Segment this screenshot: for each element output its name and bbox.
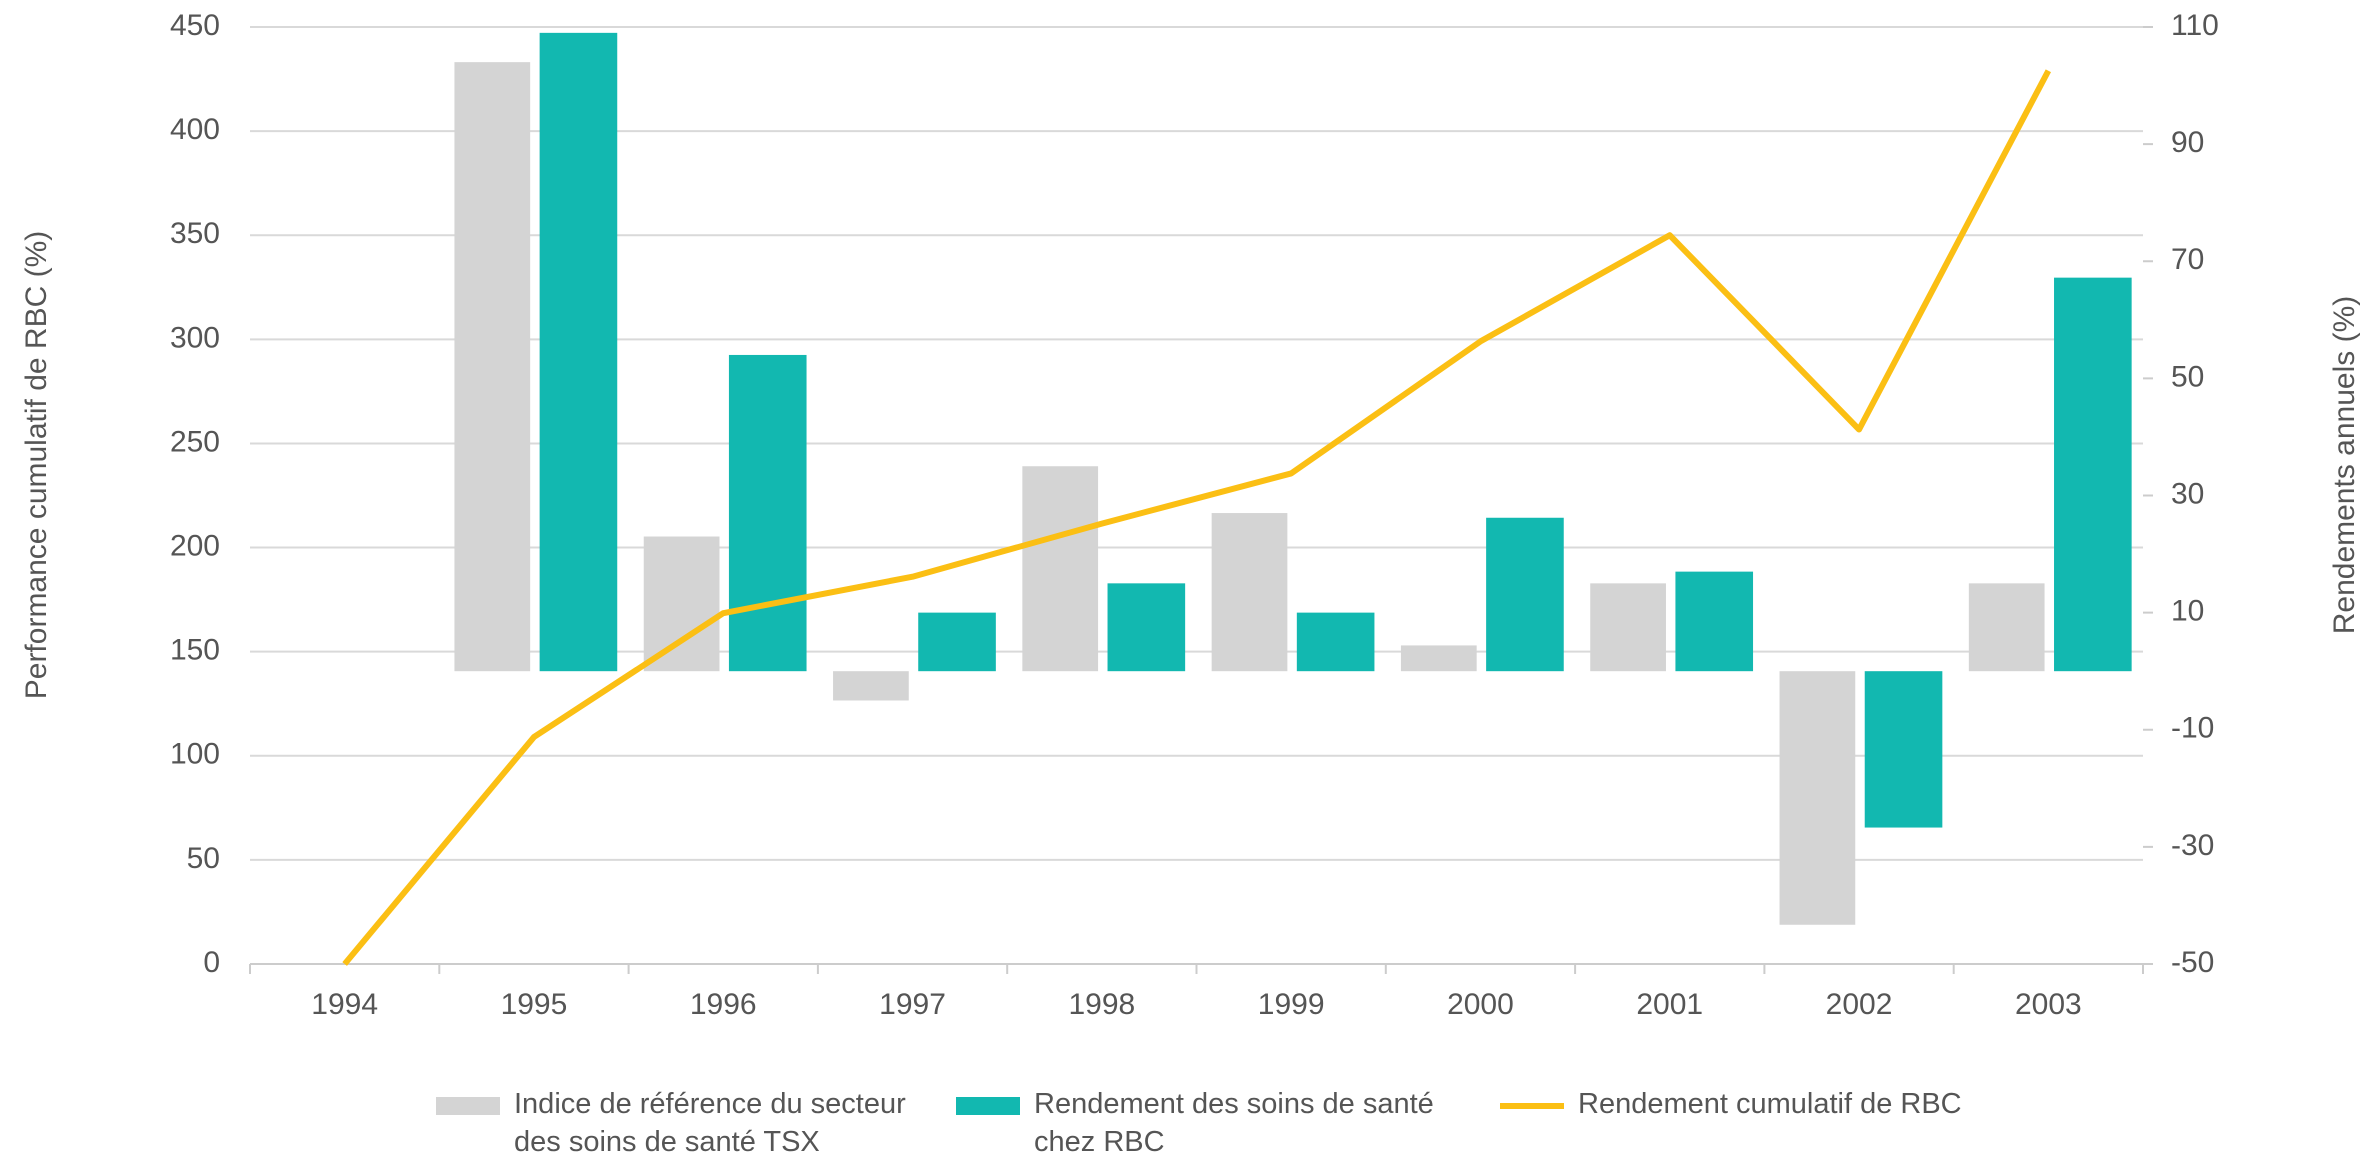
y-tick-label: 400 [170,113,220,146]
x-tick-label: 1998 [1068,988,1135,1021]
y-tick-label: 300 [170,321,220,354]
bar [2054,277,2132,672]
bar [1296,612,1375,672]
y2-tick-label: 10 [2171,595,2204,628]
legend-label: Rendement des soins de santé chez RBC [1034,1088,1434,1158]
y2-axis-title: Rendements annuels (%) [2328,296,2361,635]
x-tick-label: 2002 [1826,988,1893,1021]
bar [1400,645,1477,672]
y-tick-label: 200 [170,529,220,562]
x-tick-label: 2000 [1447,988,1514,1021]
y-tick-label: 150 [170,634,220,667]
legend-swatch [956,1097,1020,1115]
x-tick-label: 1997 [879,988,946,1021]
legend-label: Indice de référence du secteur des soins… [514,1088,906,1158]
bar [643,536,720,672]
legend-item: Rendement des soins de santé chez RBC [956,1085,1434,1161]
x-tick-label: 2003 [2015,988,2082,1021]
y2-tick-label: 110 [2171,9,2219,42]
legend-label: Rendement cumulatif de RBC [1578,1088,1962,1120]
bar [1211,513,1288,672]
x-tick-label: 1999 [1258,988,1325,1021]
y-tick-label: 450 [170,9,220,42]
y-tick-label: 50 [187,842,220,875]
x-tick-label: 2001 [1636,988,1703,1021]
legend-swatch [1500,1103,1564,1109]
bar [1864,671,1943,828]
y2-tick-label: -30 [2171,829,2214,862]
bar [833,671,909,701]
bar [454,62,531,672]
bar [1590,583,1666,672]
line [342,69,2052,966]
y2-tick-label: 70 [2171,243,2204,276]
y-tick-label: 250 [170,425,220,458]
bar [1107,583,1186,672]
bar [728,354,807,672]
legend-item: Rendement cumulatif de RBC [1500,1085,1962,1123]
y2-tick-label: -10 [2171,712,2214,745]
x-tick-label: 1996 [690,988,757,1021]
x-tick-label: 1995 [501,988,568,1021]
y-tick-label: 0 [203,946,220,979]
legend-item: Indice de référence du secteur des soins… [436,1085,934,1161]
bar [1022,466,1099,672]
y-tick-label: 100 [170,738,220,771]
bar [1675,571,1754,672]
bar [1968,583,2045,672]
y2-tick-label: 90 [2171,126,2204,159]
bar [1486,517,1564,672]
y-axis-title: Performance cumulatif de RBC (%) [20,231,53,700]
y2-tick-label: -50 [2171,946,2214,979]
y2-tick-label: 30 [2171,477,2204,510]
bar [1779,671,1856,925]
bar [918,612,996,672]
y-tick-label: 350 [170,217,220,250]
legend-swatch [436,1097,500,1115]
bar [539,32,618,672]
x-tick-label: 1994 [311,988,378,1021]
y2-tick-label: 50 [2171,360,2204,393]
